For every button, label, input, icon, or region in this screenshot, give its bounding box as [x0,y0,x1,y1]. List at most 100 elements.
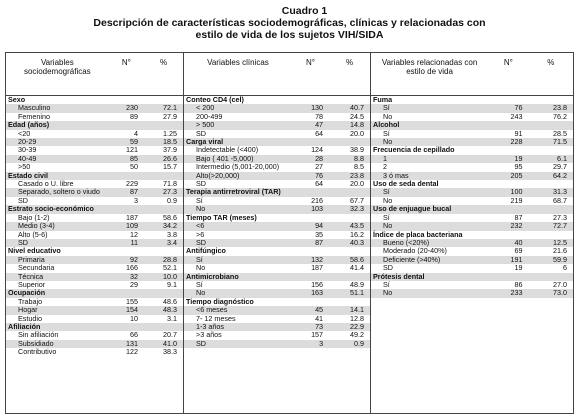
data-row: Indetectable (<400) 124 38.9 [184,146,370,155]
row-pct: 49.2 [350,330,364,340]
section-row: Índice de placa bacteriana [371,230,573,239]
row-label: No [196,263,206,273]
data-row: Primaria 92 28.8 [6,255,183,265]
row-n: 27 [315,162,324,172]
data-row: 2 95 29.7 [371,162,573,172]
data-row: > 500 47 14.8 [184,120,370,130]
section-heading: Fuma [373,95,393,104]
row-n: 50 [130,162,139,172]
row-n: 89 [130,111,139,121]
row-n: 130 [291,103,330,113]
row-label: No [184,204,292,214]
row-n: 76 [291,171,330,181]
row-label: No [383,111,393,121]
row-label: 1 [371,154,489,164]
data-row: 30-39 121 37.9 [6,145,183,155]
row-n: 154 [108,305,145,315]
row-n: 29 [130,279,139,289]
row-pct: 37.9 [163,145,177,155]
row-label: Deficiente (>40%) [371,255,489,265]
data-row: Moderado (20-40%) 69 21.6 [371,246,573,255]
row-pct: 27.3 [144,188,183,197]
row-n: 87 [108,188,145,197]
row-label: Intermedio (5,001-20,000) [196,162,280,172]
row-pct: 20.0 [350,128,364,138]
empty-cell [144,171,183,181]
section-heading: Uso de enjuague bucal [371,204,489,214]
header-pct: % [144,53,183,96]
row-pct: 14.1 [329,305,370,315]
header-pct: % [528,53,573,96]
data-row: No 228 71.5 [371,137,573,147]
row-label: SD [196,128,206,138]
row-label: Técnica [6,272,109,281]
row-label: No [371,137,489,147]
data-table: Variables clínicas N°% Conteo CD4 (cel) < 2… [184,53,370,349]
empty-cell [329,188,370,197]
row-pct: 58.6 [163,212,177,222]
data-row: >6 35 16.2 [184,230,370,239]
section-heading: Tiempo TAR (meses) [186,212,257,222]
section-heading: Antifúngico [186,246,226,256]
header-row: Variables clínicas N°% [184,53,370,96]
section-row: Antimicrobiano [184,272,370,281]
row-n: 11 [108,238,145,248]
data-row: 1-3 años 73 22.9 [184,322,370,332]
empty-cell [528,205,573,214]
data-row: Sin afiliación 66 20.7 [6,330,183,340]
section-row: Nivel educativo [6,246,183,255]
row-n: 64 [315,179,324,189]
header-row: Variables relacionadas con estilo de vid… [371,53,573,96]
row-label: Trabajo [18,296,43,306]
data-row: Alto (5-6) 12 3.8 [6,229,183,239]
row-label: Casado o U. libre [18,179,74,189]
empty-cell [144,121,183,130]
row-pct: 41.0 [144,339,183,349]
data-row: 20-29 59 18.5 [6,137,183,147]
row-pct: 3.1 [167,313,177,323]
row-n: 66 [130,330,139,340]
row-label: Femenino [18,111,50,121]
empty-cell [144,205,183,214]
row-pct: 28.8 [144,255,183,265]
empty-cell [528,121,573,130]
row-pct: 48.6 [163,296,177,306]
row-n: 100 [488,188,529,197]
table-label: Cuadro 1 [281,5,328,17]
empty-cell [108,171,145,181]
section-row: Afiliación [6,322,183,332]
empty-cell [329,138,370,147]
row-label: Bajo (1-2) [18,212,50,222]
row-n: 228 [488,137,529,147]
row-n: 166 [126,263,139,273]
row-pct: 10.0 [144,272,183,281]
row-pct: 76.2 [553,111,567,121]
row-label: SD [184,238,292,248]
row-label: <6 meses [184,305,292,315]
data-row: < 200 130 40.7 [184,103,370,113]
row-label: Primaria [6,255,109,265]
row-n: 91 [514,128,523,138]
row-label: 200-499 [196,111,223,121]
row-label: Sí [196,279,203,289]
row-n: 12 [130,229,139,239]
row-n: 32 [108,272,145,281]
section-heading: Terapia antirretroviral (TAR) [184,188,292,197]
section-row: Fuma [371,95,573,105]
row-n: 103 [291,204,330,214]
section-heading: Afiliación [6,322,109,332]
data-row: Sí 87 27.3 [371,213,573,222]
row-label: 30-39 [18,145,37,155]
row-pct: 43.5 [329,221,370,231]
row-n: 95 [514,162,523,172]
data-row: SD 87 40.3 [184,238,370,248]
row-label: Contributivo [18,347,57,357]
data-row: No 103 32.3 [184,204,370,214]
row-label: Sí [371,188,489,197]
data-row: <20 4 1.25 [6,129,183,138]
row-n: 157 [311,330,324,340]
section-row: Antifúngico [184,246,370,256]
data-row: Superior 29 9.1 [6,279,183,289]
row-n: 47 [291,120,330,130]
row-n: 156 [311,279,324,289]
